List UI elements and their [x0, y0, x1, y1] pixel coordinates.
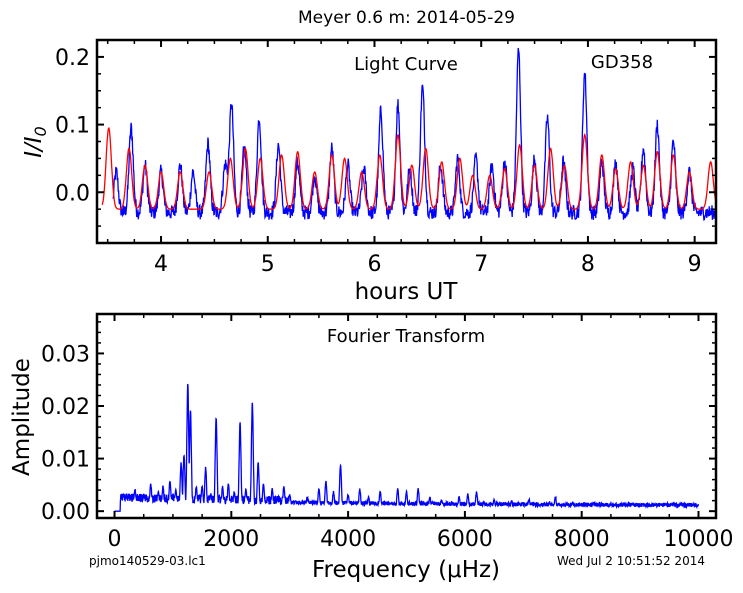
x-tick-label: 8 — [581, 252, 595, 277]
y-tick-label: 0.2 — [55, 46, 90, 71]
observed-light-curve — [112, 47, 716, 221]
x-tick-label: 6000 — [437, 527, 493, 552]
x-tick-label: 2000 — [203, 527, 259, 552]
y-tick-label: 0.1 — [55, 114, 90, 139]
y-tick-label: 0.03 — [41, 342, 90, 367]
y-tick-label: 0.02 — [41, 395, 90, 420]
y-tick-label: 0.0 — [55, 181, 90, 206]
fourier-amplitude-spectrum — [114, 383, 700, 512]
x-tick-label: 4000 — [320, 527, 376, 552]
footer-timestamp: Wed Jul 2 10:51:52 2014 — [557, 554, 705, 568]
x-tick-label: 6 — [367, 252, 381, 277]
x-tick-label: 9 — [688, 252, 702, 277]
x-tick-label: 10000 — [663, 527, 733, 552]
panel-0: 4 5 6 7 8 9 0.0 0.1 0.2 Light Curve GD358 hours UT I… — [21, 38, 718, 305]
x-axis-label: Frequency (μHz) — [312, 557, 500, 583]
x-tick-label: 4 — [154, 252, 168, 277]
y-axis-label: I/I0 — [21, 126, 50, 158]
y-tick-label: 0.00 — [41, 500, 90, 525]
fourier-title: Fourier Transform — [327, 326, 485, 347]
star-name-label: GD358 — [591, 52, 653, 73]
footer-filename: pjmo140529-03.lc1 — [89, 554, 206, 568]
panel-1: 0 2000 4000 6000 8000 10000 0.00 0.01 0.02 0.03 Fo… — [9, 312, 733, 583]
x-tick-label: 0 — [108, 527, 122, 552]
x-tick-label: 8000 — [554, 527, 610, 552]
y-tick-label: 0.01 — [41, 448, 90, 473]
light-curve-title: Light Curve — [354, 54, 458, 75]
y-axis-label: Amplitude — [9, 358, 35, 476]
figure-title: Meyer 0.6 m: 2014-05-29 — [298, 8, 515, 28]
x-axis-label: hours UT — [355, 279, 459, 305]
x-tick-label: 7 — [474, 252, 488, 277]
x-tick-label: 5 — [261, 252, 275, 277]
model-light-curve — [101, 126, 716, 210]
